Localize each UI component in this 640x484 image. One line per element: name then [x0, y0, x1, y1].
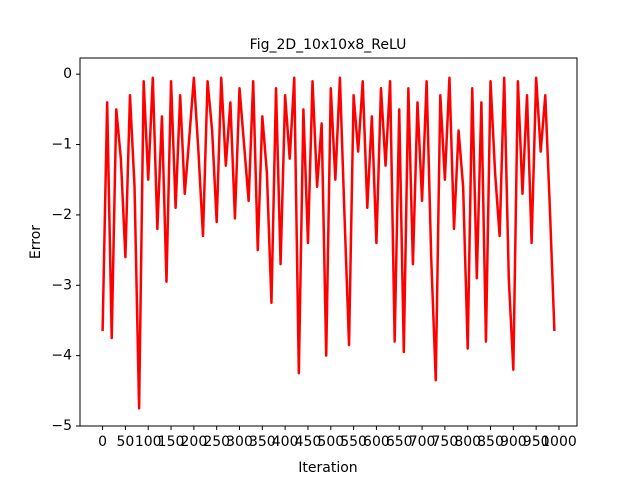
x-tick-label: 100: [135, 434, 162, 450]
x-tick-label: 500: [317, 434, 344, 450]
x-tick-label: 750: [432, 434, 459, 450]
x-tick-label: 250: [203, 434, 230, 450]
y-axis-label: Error: [28, 225, 44, 259]
x-tick-label: 300: [226, 434, 253, 450]
x-tick-label: 850: [477, 434, 504, 450]
y-tick-label: −4: [51, 348, 72, 364]
x-tick-label: 150: [158, 434, 185, 450]
y-tick-label: −1: [51, 137, 72, 153]
x-tick-label: 400: [272, 434, 299, 450]
plot-frame: [79, 57, 578, 427]
x-tick-label: 550: [340, 434, 367, 450]
x-tick-label: 450: [295, 434, 322, 450]
chart-title: Fig_2D_10x10x8_ReLU: [250, 37, 407, 53]
x-tick-label: 600: [363, 434, 390, 450]
x-tick-label: 950: [523, 434, 550, 450]
x-tick-label: 700: [409, 434, 436, 450]
x-axis-label: Iteration: [298, 460, 357, 476]
x-tick-label: 0: [98, 434, 107, 450]
x-tick-label: 50: [116, 434, 134, 450]
x-tick-label: 650: [386, 434, 413, 450]
x-tick-label: 200: [181, 434, 208, 450]
y-tick-label: −5: [51, 418, 72, 434]
x-tick-label: 800: [454, 434, 481, 450]
y-tick-label: −2: [51, 207, 72, 223]
x-tick-label: 1000: [541, 434, 577, 450]
y-tick-label: −3: [51, 277, 72, 293]
x-tick-label: 900: [500, 434, 527, 450]
x-tick-label: 350: [249, 434, 276, 450]
y-tick-label: 0: [63, 66, 72, 82]
data-line: [101, 76, 556, 410]
